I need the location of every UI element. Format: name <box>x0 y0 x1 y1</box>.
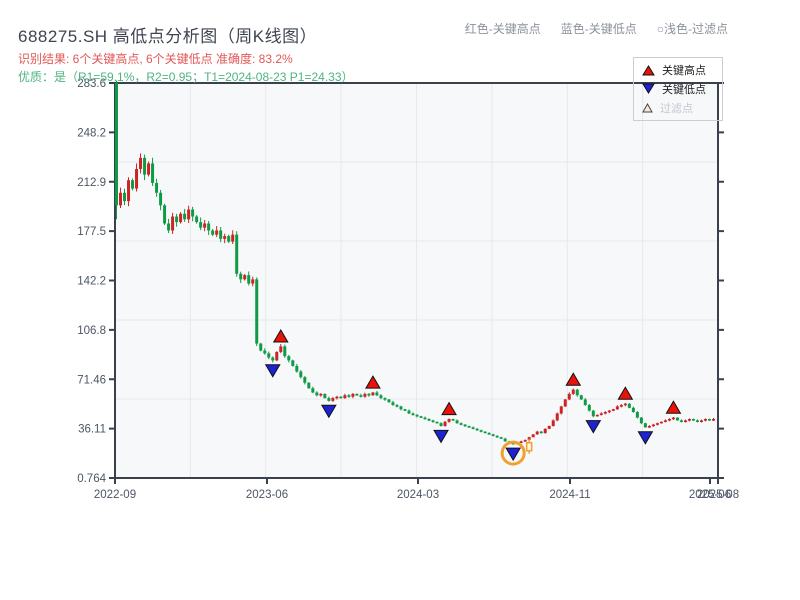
svg-text:248.2: 248.2 <box>77 127 106 139</box>
key-low-triangle-icon <box>642 83 655 95</box>
svg-text:36.11: 36.11 <box>78 424 106 436</box>
page-title: 688275.SH 高低点分析图（周K线图） <box>18 27 318 46</box>
legend-item-filter: 过滤点 <box>642 100 722 116</box>
note-key-low: 蓝色-关键低点 <box>560 22 637 36</box>
filter-triangle-icon <box>642 102 653 113</box>
svg-text:283.6: 283.6 <box>77 78 106 90</box>
svg-text:0.764: 0.764 <box>77 473 106 485</box>
svg-text:2022-09: 2022-09 <box>94 489 136 501</box>
chart-legend: 关键高点 关键低点 过滤点 <box>633 57 723 121</box>
legend-item-label: 关键低点 <box>662 83 706 96</box>
legend-item-key-low: 关键低点 <box>642 81 722 97</box>
kline-chart: 283.6 248.2 212.9 177.5 142.2 106.8 71.46 36.11… <box>77 78 739 501</box>
color-note: 红色-关键高点 蓝色-关键低点 ○浅色-过滤点 <box>465 20 728 37</box>
svg-text:2024-03: 2024-03 <box>397 489 439 501</box>
svg-text:142.2: 142.2 <box>77 276 106 288</box>
key-high-triangle-icon <box>642 64 655 76</box>
legend-item-label: 过滤点 <box>660 102 693 115</box>
note-filter-point: ○浅色-过滤点 <box>656 22 728 36</box>
legend-item-key-high: 关键高点 <box>642 62 722 78</box>
svg-text:2024-11: 2024-11 <box>549 489 590 501</box>
quality-metrics-text: 优质：是（R1=59.1%，R2=0.95；T1=2024-08-23 P1=2… <box>18 70 354 84</box>
recognition-result-text: 识别结果: 6个关键高点, 6个关键低点 准确度: 83.2% <box>18 52 293 66</box>
svg-text:212.9: 212.9 <box>77 177 106 189</box>
svg-text:2023-06: 2023-06 <box>246 489 288 501</box>
svg-text:177.5: 177.5 <box>77 226 106 238</box>
svg-text:106.8: 106.8 <box>77 325 106 337</box>
svg-text:2025-08: 2025-08 <box>697 489 739 501</box>
legend-item-label: 关键高点 <box>662 65 706 78</box>
svg-text:2025-06: 2025-06 <box>689 489 731 501</box>
note-key-high: 红色-关键高点 <box>464 22 541 36</box>
svg-text:71.46: 71.46 <box>77 374 106 386</box>
